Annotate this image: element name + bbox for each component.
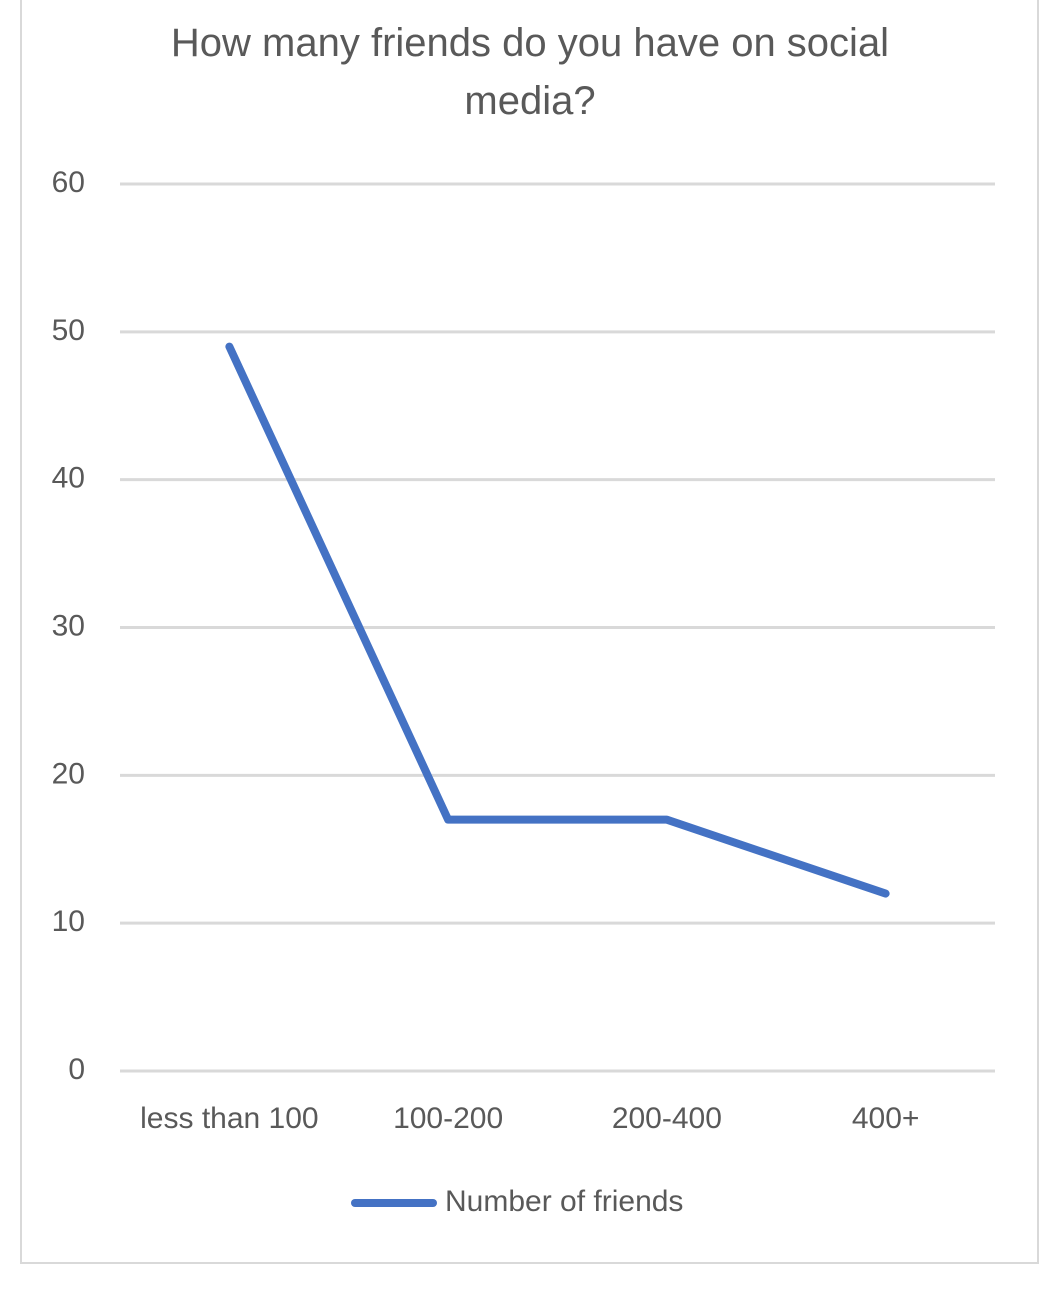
chart-border (20, 0, 1039, 1264)
y-tick-label: 60 (52, 166, 85, 199)
y-tick-label: 40 (52, 462, 85, 495)
x-tick-label: 100-200 (393, 1102, 503, 1135)
x-tick-label: less than 100 (140, 1102, 318, 1135)
legend-label: Number of friends (445, 1185, 683, 1218)
x-tick-label: 400+ (852, 1102, 920, 1135)
data-line (225, 342, 890, 898)
y-tick-label: 0 (68, 1053, 85, 1086)
y-tick-label: 50 (52, 314, 85, 347)
y-tick-label: 10 (52, 905, 85, 938)
y-tick-label: 20 (52, 757, 85, 790)
chart-title: How many friends do you have on social m… (170, 21, 890, 123)
y-tick-label: 30 (52, 609, 85, 642)
x-tick-label: 200-400 (612, 1102, 722, 1135)
